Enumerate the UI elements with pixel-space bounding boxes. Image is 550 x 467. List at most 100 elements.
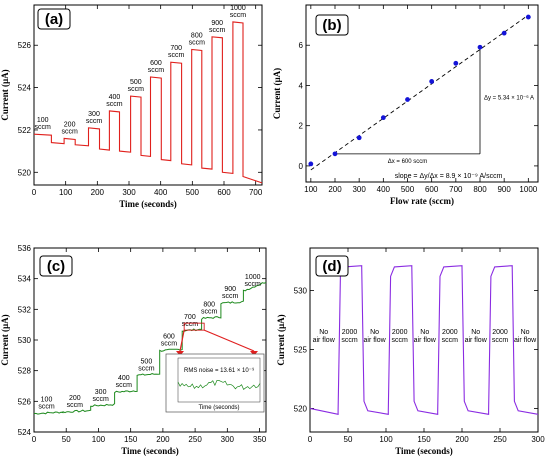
state-label: 2000 sccm (442, 329, 459, 344)
y-tick-label: 526 (18, 397, 32, 406)
state-label-line: 2000 (492, 329, 508, 336)
data-point (429, 79, 435, 84)
y-tick-label: 522 (18, 126, 32, 135)
state-label-line: No (521, 329, 530, 336)
step-label-line: 800 (203, 302, 215, 309)
step-label-line: 300 (95, 389, 107, 396)
state-label-line: air flow (514, 337, 537, 344)
x-tick-label: 200 (91, 188, 105, 197)
panel-label-box (39, 255, 73, 277)
x-tick-label: 500 (186, 188, 200, 197)
state-label-line: No (471, 329, 480, 336)
step-label-line: sccm (222, 293, 239, 300)
data-point (332, 151, 338, 157)
y-tick-label: 534 (18, 275, 32, 284)
series-line (33, 21, 263, 184)
step-label-line: sccm (116, 382, 133, 389)
x-tick-label: 900 (497, 185, 511, 194)
x-tick-label: 100 (379, 435, 393, 444)
pulse-label: 400 sccm (106, 94, 123, 108)
delta-y-label: Δy = 5.34 × 10⁻⁶ A (484, 95, 534, 102)
panel-label: (c) (47, 258, 65, 275)
step-label: 700 sccm (182, 314, 199, 328)
state-label-line: air flow (364, 337, 387, 344)
slope-label: slope = Δy/Δx = 8.9 × 10⁻⁹ A/sccm (395, 173, 503, 180)
state-label-line: No (420, 329, 429, 336)
step-label-line: 700 (184, 314, 196, 321)
state-label: 2000 sccm (392, 329, 409, 344)
step-label-line: sccm (67, 402, 84, 409)
step-label-line: sccm (245, 281, 262, 288)
y-axis-title: Current (µA) (0, 69, 10, 120)
x-tick-label: 100 (92, 435, 106, 444)
panel-label: (a) (45, 11, 63, 28)
y-tick-label: 4 (299, 81, 304, 90)
step-label-line: sccm (182, 321, 199, 328)
pulse-label: 1000 sccm (230, 5, 247, 19)
step-label: 500 sccm (138, 358, 155, 372)
panel-label: (d) (322, 258, 341, 275)
state-label-line: sccm (392, 337, 409, 344)
state-label: No air flow (465, 329, 488, 344)
step-label-line: 600 (163, 334, 175, 341)
pulse-label-line: sccm (148, 67, 165, 74)
state-label-line: sccm (442, 337, 459, 344)
state-label-line: air flow (414, 337, 437, 344)
state-label: 2000 sccm (492, 329, 509, 344)
inset-frame (165, 353, 265, 413)
step-label: 800 sccm (201, 302, 218, 316)
state-label-line: No (370, 329, 379, 336)
y-tick-label: 524 (18, 84, 32, 93)
y-tick-label: 530 (18, 336, 32, 345)
step-label: 300 sccm (92, 389, 109, 403)
y-axis-title: Current (µA) (272, 68, 282, 119)
panel-d: 0 50 100 150 200 250 300 520 525 530 Time (seconds… (276, 247, 545, 456)
data-point (453, 60, 459, 66)
step-label-line: 100 (41, 397, 53, 404)
x-tick-label: 200 (156, 435, 170, 444)
pulse-label-line: 700 (170, 45, 182, 52)
data-point (501, 30, 507, 36)
state-label: 2000 sccm (341, 329, 358, 344)
panel-label: (b) (322, 17, 341, 34)
pulse-label: 600 sccm (148, 60, 165, 74)
step-label-line: sccm (161, 341, 178, 348)
inset-rms-label: RMS noise = 13.61 × 10⁻⁹ (184, 367, 255, 374)
panel-c: 0 50 100 150 200 250 300 350 524 526 528 530 532 534 5… (0, 244, 267, 456)
step-label: 900 sccm (222, 286, 239, 300)
pulse-label-line: sccm (35, 124, 52, 131)
x-axis-title: Time (seconds) (121, 446, 179, 456)
y-tick-label: 532 (18, 305, 32, 314)
x-tick-label: 0 (308, 435, 313, 444)
pulse-label-line: sccm (189, 39, 206, 46)
pulse-label: 200 sccm (61, 121, 78, 135)
pulse-label: 500 sccm (128, 79, 145, 93)
y-tick-label: 530 (294, 286, 308, 295)
y-axis-title: Current (µA) (0, 314, 10, 365)
x-tick-label: 250 (493, 435, 507, 444)
state-label-line: sccm (492, 337, 509, 344)
panel-b: 100 200 300 400 500 600 700 800 900 1000 0 2 4 6 Flow … (272, 4, 539, 206)
x-tick-label: 700 (449, 185, 463, 194)
x-tick-label: 200 (455, 435, 469, 444)
x-tick-label: 300 (352, 185, 366, 194)
pulse-label-line: 500 (130, 79, 142, 86)
pulse-label-line: sccm (86, 118, 103, 125)
pulse-label-line: 300 (88, 111, 100, 118)
x-tick-label: 50 (62, 435, 71, 444)
pulse-label-line: 100 (37, 117, 49, 124)
pulse-label-line: 200 (64, 121, 76, 128)
state-label: No air flow (514, 329, 537, 344)
arrow-head (176, 351, 184, 356)
inset-plot: RMS noise = 13.61 × 10⁻⁹ Time (seconds) (165, 353, 265, 413)
series-line (309, 265, 539, 415)
data-point (308, 161, 314, 167)
data-point (525, 14, 531, 20)
y-tick-label: 528 (18, 367, 32, 376)
state-label-line: 2000 (342, 329, 358, 336)
plot-frame (305, 4, 539, 183)
state-label-line: air flow (465, 337, 488, 344)
step-label: 600 sccm (161, 334, 178, 348)
x-tick-label: 300 (531, 435, 545, 444)
y-tick-label: 520 (18, 168, 32, 177)
